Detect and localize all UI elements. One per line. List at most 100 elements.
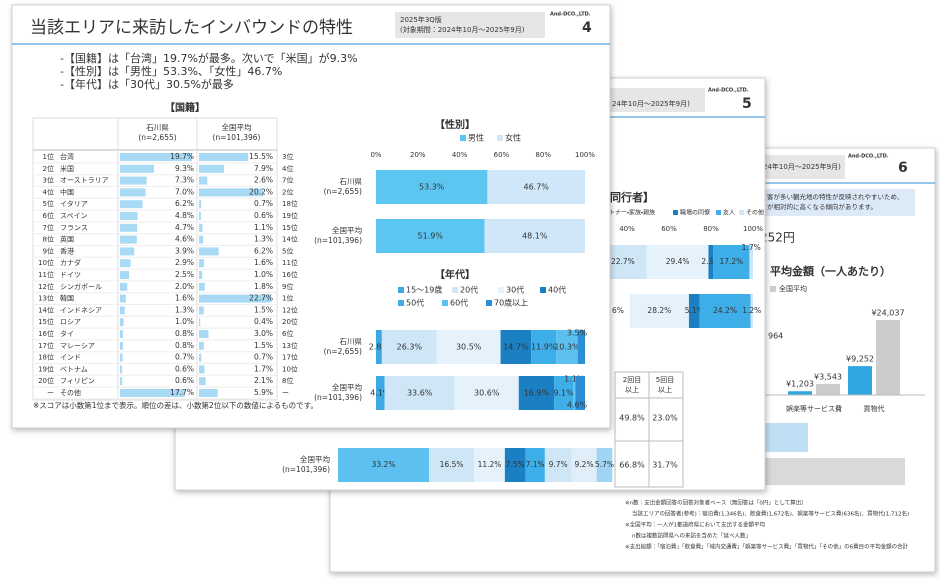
legend-label: 全国平均: [779, 284, 807, 293]
x-tick-label: 20%: [410, 151, 426, 159]
bar-segment: [487, 170, 585, 204]
national-rank: 10位: [282, 364, 298, 373]
logo: And-DCO.,LTD.: [550, 12, 591, 18]
bar: [120, 306, 125, 315]
category-label: 買物代: [864, 404, 885, 413]
category-label: 石川県: [340, 337, 363, 346]
value-label: 1.0%: [175, 317, 194, 326]
section-title: 同行者】: [610, 190, 654, 204]
rank: 19位: [38, 364, 54, 373]
value-label: 9.1%: [553, 389, 574, 398]
bar-segment: [384, 376, 455, 410]
period: 24年10月～2025年9月): [763, 162, 841, 171]
bar-segment: [500, 330, 532, 364]
bar: [199, 365, 205, 374]
value-label: 1.7%: [742, 243, 761, 252]
rank: 11位: [38, 270, 54, 279]
bar: [120, 377, 123, 386]
legend-label: 70歳以上: [494, 298, 528, 308]
national-rank: 12位: [282, 305, 298, 314]
value-label: ¥3,543: [814, 372, 842, 381]
national-rank: 5位: [282, 246, 293, 255]
value-label: 1.7%: [254, 364, 273, 373]
bar: [120, 153, 192, 161]
rank: 4位: [43, 187, 54, 196]
bar-segment: [428, 448, 475, 482]
national-rank: 15位: [282, 223, 298, 232]
bar-segment: [699, 294, 751, 328]
bar: [120, 200, 143, 209]
legend-label: 40代: [548, 285, 566, 295]
bar: [199, 164, 225, 173]
country: マレーシア: [60, 342, 95, 350]
value-label: 0.7%: [175, 353, 194, 362]
value-label: 0.7%: [254, 199, 273, 208]
chart-title: 【性別】: [435, 118, 475, 131]
bar: [120, 176, 147, 185]
category-n: (n=101,396): [314, 236, 362, 245]
table-cell: 31.7%: [652, 461, 678, 470]
value-label: 1.1%: [254, 223, 273, 232]
country: 英国: [60, 235, 74, 244]
value-label: 7.0%: [175, 187, 194, 196]
bar-segment: [525, 448, 545, 482]
legend-swatch: [498, 287, 504, 293]
legend-swatch: [497, 135, 503, 141]
bar-segment: [577, 330, 585, 364]
national-rank: 3位: [282, 152, 293, 161]
value-label: 53.3%: [419, 183, 445, 192]
bullet: -【国籍】は「台湾」19.7%が最多。次いで「米国」が9.3%: [60, 51, 358, 65]
rank: 10位: [38, 258, 54, 267]
bar: [199, 153, 249, 161]
value-label: 2.6%: [254, 176, 273, 185]
value-label: 4.6%: [567, 401, 588, 410]
category-label: 全国平均: [300, 454, 330, 464]
legend-label: 職場の同僚: [680, 209, 710, 217]
rank: 16位: [38, 329, 54, 338]
bar: [199, 223, 203, 232]
country: 香港: [60, 246, 74, 255]
national-rank: 7位: [282, 176, 293, 185]
national-rank: 4位: [282, 164, 293, 173]
country: 中国: [60, 187, 74, 196]
column-header: 石川県: [146, 123, 169, 132]
table-frame: [32, 117, 278, 401]
category-n: (n=2,655): [324, 347, 362, 356]
bar-segment: [554, 376, 574, 410]
value-label: 0.6%: [175, 364, 194, 373]
footnote: ※支出総額：「宿泊費」「飲食費」「域内交通費」「娯楽等サービス費」「買物代」「そ…: [625, 543, 909, 551]
value-label: 15.5%: [249, 152, 273, 161]
value-label: 1.1%: [564, 375, 585, 384]
bar: [199, 353, 202, 362]
national-rank: ー: [282, 389, 289, 397]
value-label: 2.5%: [175, 270, 194, 279]
bar: [120, 259, 131, 268]
value-label: 33.2%: [372, 460, 396, 469]
value-label: 9.7%: [549, 460, 568, 469]
bar-segment: [575, 376, 585, 410]
bar: [199, 259, 205, 268]
table-header: 5回目: [656, 376, 674, 384]
edition: 2025年3Q版: [400, 15, 442, 24]
bar-segment: [484, 219, 585, 253]
table-title: 【国籍】: [165, 101, 205, 114]
bar: [120, 389, 185, 397]
bar: [120, 341, 123, 350]
value-fragment: 964: [768, 332, 783, 341]
rank: 13位: [38, 294, 54, 303]
value-label: ¥24,037: [871, 309, 904, 318]
x-tick-label: 40%: [452, 151, 468, 159]
value-label: 20.2%: [249, 187, 273, 196]
value-label: 0.8%: [175, 329, 194, 338]
value-label: 1.2%: [742, 306, 761, 315]
value-label: 1.8%: [254, 282, 273, 291]
x-tick-label: 100%: [743, 225, 763, 233]
value-label: 4.8%: [175, 211, 194, 220]
legend-swatch: [673, 210, 678, 215]
national-rank: 11位: [282, 258, 298, 267]
bar: [120, 271, 130, 279]
value-label: 3.9%: [175, 246, 194, 255]
rank: 17位: [38, 341, 54, 350]
x-tick-label: 80%: [535, 151, 551, 159]
value-label: 22.7%: [249, 294, 273, 303]
